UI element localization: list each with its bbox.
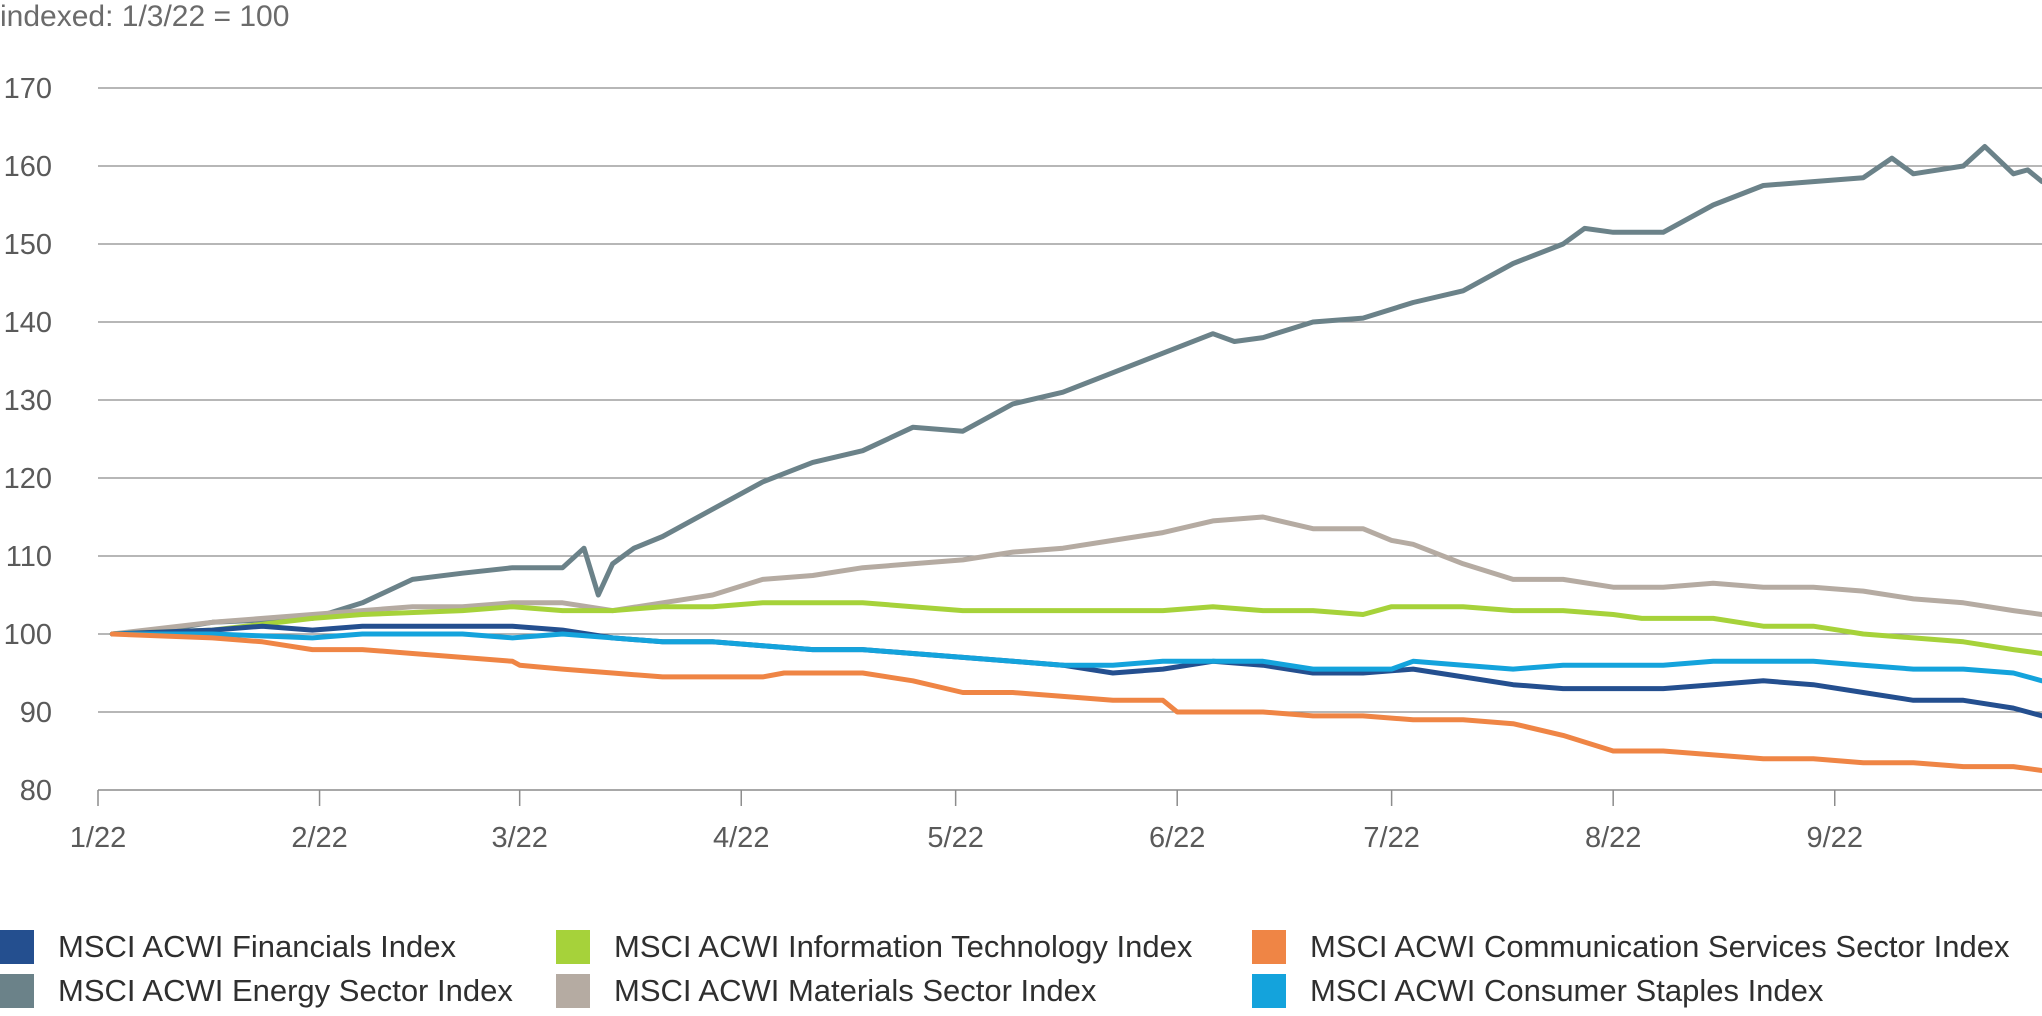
legend-label: MSCI ACWI Energy Sector Index — [58, 973, 513, 1008]
legend-item-consumer-staples: MSCI ACWI Consumer Staples Index — [1252, 966, 1823, 1016]
y-tick-label: 150 — [4, 229, 52, 261]
series-line-msci-acwi-information-technology-index — [109, 600, 2042, 656]
series-line-msci-acwi-energy-sector-index — [109, 144, 2042, 637]
legend-label: MSCI ACWI Consumer Staples Index — [1310, 973, 1824, 1008]
y-tick-label: 80 — [20, 775, 52, 807]
x-tick-label: 8/22 — [1585, 822, 1641, 854]
legend-swatch — [556, 974, 590, 1008]
x-tick-label: 4/22 — [713, 822, 769, 854]
x-tick-label: 2/22 — [291, 822, 347, 854]
legend-swatch — [556, 930, 590, 964]
x-tick-label: 5/22 — [927, 822, 983, 854]
x-tick-label: 7/22 — [1363, 822, 1419, 854]
y-tick-label: 100 — [4, 619, 52, 651]
x-tick-label: 9/22 — [1807, 822, 1863, 854]
legend-label: MSCI ACWI Information Technology Index — [614, 929, 1193, 964]
series-line-msci-acwi-communication-services-sector-index — [109, 631, 2042, 773]
x-tick-label: 6/22 — [1149, 822, 1205, 854]
series-layer — [109, 144, 2042, 773]
legend-swatch — [0, 974, 34, 1008]
y-tick-label: 110 — [6, 541, 52, 573]
legend-item-communication-services: MSCI ACWI Communication Services Sector … — [1252, 922, 2009, 972]
y-tick-label: 130 — [4, 385, 52, 417]
x-tick-label: 3/22 — [491, 822, 547, 854]
y-tick-label: 160 — [4, 151, 52, 183]
axis-layer: 80 90 100 110 120 130 140 150 160 170 1/22 2/22 3/22… — [4, 73, 2042, 854]
legend-item-materials: MSCI ACWI Materials Sector Index — [556, 966, 1096, 1016]
legend-label: MSCI ACWI Materials Sector Index — [614, 973, 1097, 1008]
y-axis-note: indexed: 1/3/22 = 100 — [0, 0, 290, 33]
legend-item-information-technology: MSCI ACWI Information Technology Index — [556, 922, 1192, 972]
series-line-msci-acwi-consumer-staples-index — [109, 631, 2042, 684]
line-chart: 80 90 100 110 120 130 140 150 160 170 1/22 2/22 3/22… — [4, 73, 2042, 854]
legend-swatch — [0, 930, 34, 964]
grid-layer — [98, 87, 2042, 713]
legend-item-financials: MSCI ACWI Financials Index — [0, 922, 456, 972]
x-tick-label: 1/22 — [70, 822, 126, 854]
legend-label: MSCI ACWI Communication Services Sector … — [1310, 929, 2010, 964]
y-tick-label: 120 — [4, 463, 52, 495]
chart-legend: MSCI ACWI Financials Index MSCI ACWI Inf… — [0, 908, 2042, 1015]
legend-swatch — [1252, 930, 1286, 964]
legend-swatch — [1252, 974, 1286, 1008]
legend-item-energy: MSCI ACWI Energy Sector Index — [0, 966, 513, 1016]
series-line-msci-acwi-financials-index — [109, 623, 2042, 719]
series-line-msci-acwi-materials-sector-index — [109, 514, 2042, 637]
y-tick-label: 170 — [4, 73, 52, 105]
legend-label: MSCI ACWI Financials Index — [58, 929, 456, 964]
y-tick-label: 90 — [20, 697, 52, 729]
y-tick-label: 140 — [4, 307, 52, 339]
